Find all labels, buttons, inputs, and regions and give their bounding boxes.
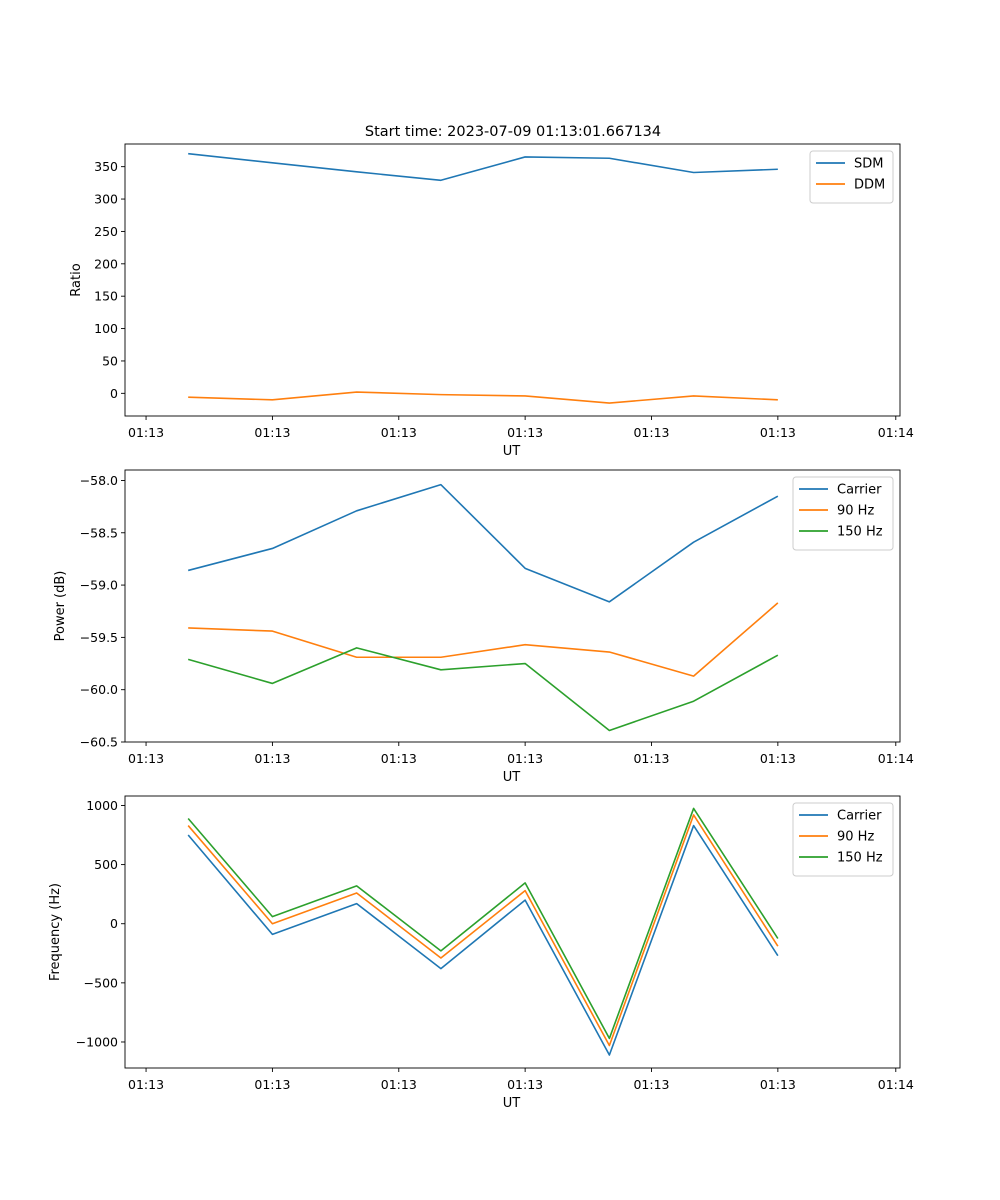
y-tick-label: 200 (94, 256, 118, 271)
y-tick-label: 250 (94, 224, 118, 239)
legend-box (809, 150, 894, 204)
legend-label: Carrier (837, 809, 882, 824)
x-tick-label: 01:13 (381, 1077, 417, 1092)
x-axis-label: UT (503, 1096, 521, 1111)
series-line-90-hz (187, 814, 779, 1047)
legend: Carrier 90 Hz 150 Hz (792, 802, 894, 877)
y-tick-label: 50 (102, 353, 118, 368)
y-tick-label: −60.5 (80, 735, 118, 750)
chart-panel-3: 1000 500 0 −500 −1000 01:13 01:13 01:13 01:13 01:… (48, 795, 914, 1111)
y-axis-label: Power (dB) (53, 571, 68, 642)
y-tick-label: −58.5 (80, 525, 118, 540)
y-axis-label: Ratio (69, 263, 84, 296)
y-tick-label: −60.0 (80, 682, 118, 697)
legend-label: 150 Hz (837, 851, 883, 866)
y-tick-label: 100 (94, 321, 118, 336)
y-tick-label: −1000 (76, 1034, 118, 1049)
series-line-90-hz (188, 602, 779, 677)
x-tick-label: 01:13 (128, 1077, 164, 1092)
legend-label: 90 Hz (837, 830, 874, 845)
figure-title: Start time: 2023-07-09 01:13:01.667134 (365, 124, 661, 140)
x-tick-label: 01:13 (254, 1077, 290, 1092)
x-tick-label: 01:13 (254, 425, 290, 440)
series-line-150-hz (187, 647, 779, 732)
y-tick-label: −59.0 (80, 578, 118, 593)
x-tick-label: 01:13 (381, 425, 417, 440)
legend: Carrier 90 Hz 150 Hz (792, 476, 894, 551)
x-tick-label: 01:14 (878, 425, 914, 440)
x-tick-label: 01:13 (128, 751, 164, 766)
legend-label: DDM (854, 178, 885, 193)
series-line-carrier (187, 483, 779, 603)
plot-frame (124, 795, 901, 1069)
y-tick-label: −59.5 (80, 630, 118, 645)
x-axis-label: UT (503, 770, 521, 785)
plot-frame (124, 469, 901, 743)
y-tick-label: 150 (94, 289, 118, 304)
x-tick-label: 01:13 (760, 1077, 796, 1092)
x-tick-label: 01:13 (507, 425, 543, 440)
legend-label: Carrier (837, 483, 882, 498)
chart-panel-2: −58.0 −58.5 −59.0 −59.5 −60.0 −60.5 01:13 01:13… (53, 469, 914, 785)
y-tick-label: 300 (94, 192, 118, 207)
y-tick-label: 0 (110, 916, 118, 931)
legend-label: 90 Hz (837, 504, 874, 519)
x-tick-label: 01:14 (878, 751, 914, 766)
chart-panel-1: 0 50 100 150 200 250 300 350 01:13 01:13 01:13 01:1… (69, 143, 914, 459)
x-tick-label: 01:13 (507, 1077, 543, 1092)
y-tick-label: −500 (84, 975, 118, 990)
x-tick-label: 01:13 (507, 751, 543, 766)
legend: SDM DDM (809, 150, 894, 204)
series-line-150-hz (187, 807, 779, 1040)
y-tick-label: 1000 (86, 798, 118, 813)
x-tick-label: 01:13 (254, 751, 290, 766)
y-tick-label: 500 (94, 857, 118, 872)
y-tick-label: 0 (110, 386, 118, 401)
x-axis-label: UT (503, 444, 521, 459)
y-tick-label: 350 (94, 159, 118, 174)
x-tick-label: 01:13 (381, 751, 417, 766)
x-tick-label: 01:13 (760, 425, 796, 440)
x-tick-label: 01:13 (633, 1077, 669, 1092)
series-line-ddm (188, 391, 778, 404)
x-tick-label: 01:13 (128, 425, 164, 440)
legend-label: 150 Hz (837, 525, 883, 540)
x-tick-label: 01:13 (760, 751, 796, 766)
series-line-sdm (188, 152, 778, 182)
y-tick-label: −58.0 (80, 473, 118, 488)
y-axis-label: Frequency (Hz) (48, 883, 63, 981)
legend-label: SDM (854, 157, 883, 172)
x-tick-label: 01:14 (878, 1077, 914, 1092)
series-line-carrier (187, 824, 779, 1056)
x-tick-label: 01:13 (633, 751, 669, 766)
x-tick-label: 01:13 (633, 425, 669, 440)
plot-frame (124, 143, 901, 417)
